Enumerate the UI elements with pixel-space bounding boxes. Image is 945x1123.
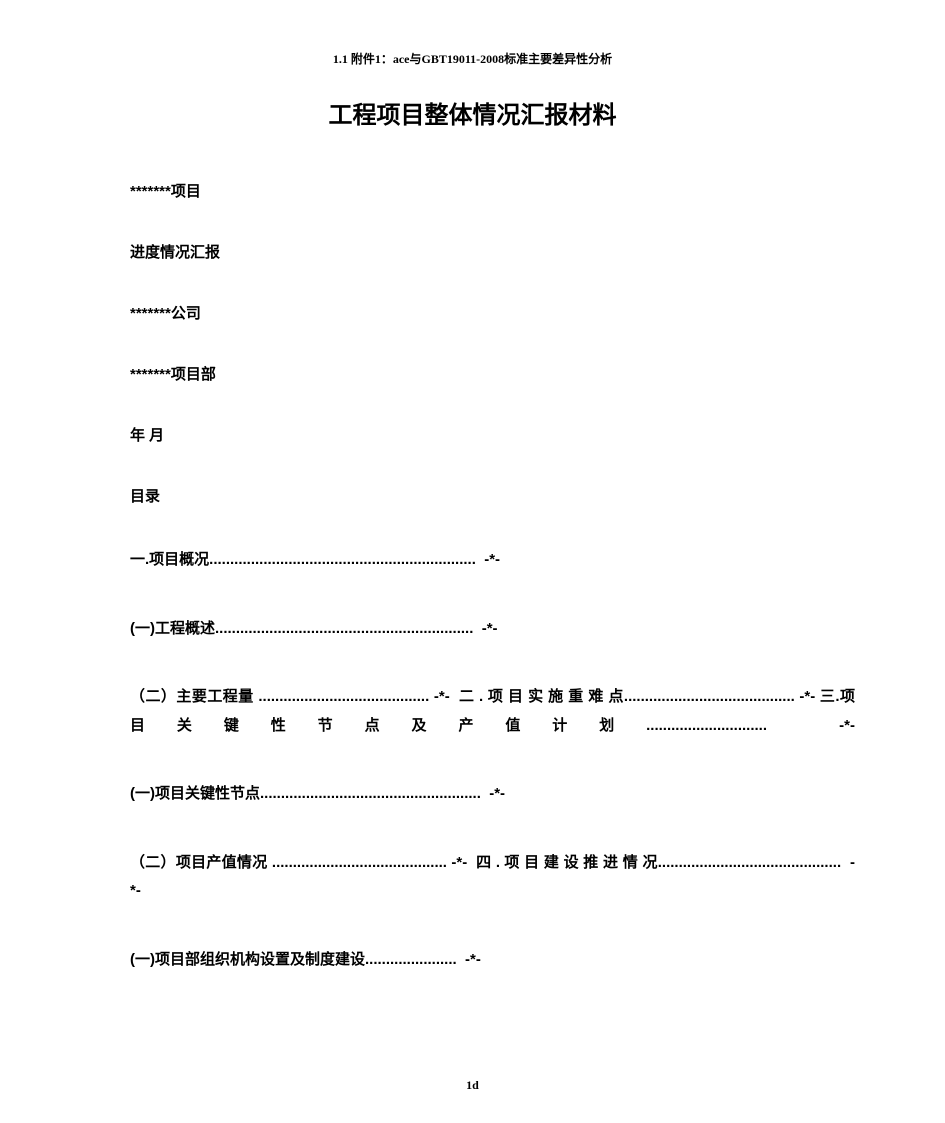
- page-number: 1d: [0, 1078, 945, 1093]
- toc-item-1: 一.项目概况..................................…: [130, 546, 855, 575]
- toc-item-4: (一)项目关键性节点..............................…: [130, 780, 855, 809]
- top-header: 1.1 附件1：ace与GBT19011-2008标准主要差异性分析: [90, 50, 855, 67]
- main-title: 工程项目整体情况汇报材料: [90, 95, 855, 130]
- meta-company: *******公司: [90, 302, 855, 323]
- meta-date: 年 月: [90, 424, 855, 445]
- meta-department: *******项目部: [90, 363, 855, 384]
- toc-item-5: （二）项目产值情况 ..............................…: [90, 849, 855, 906]
- meta-report-type: 进度情况汇报: [90, 241, 855, 262]
- toc-item-3: （二）主要工程量 ...............................…: [90, 683, 855, 740]
- toc-item-6: (一)项目部组织机构设置及制度建设...................... …: [130, 946, 855, 975]
- toc-item-2: (一)工程概述.................................…: [130, 615, 855, 644]
- meta-project: *******项目: [90, 180, 855, 201]
- document-page: 1.1 附件1：ace与GBT19011-2008标准主要差异性分析 工程项目整…: [0, 0, 945, 1123]
- toc-section: 一.项目概况..................................…: [90, 546, 855, 974]
- toc-label: 目录: [90, 485, 855, 506]
